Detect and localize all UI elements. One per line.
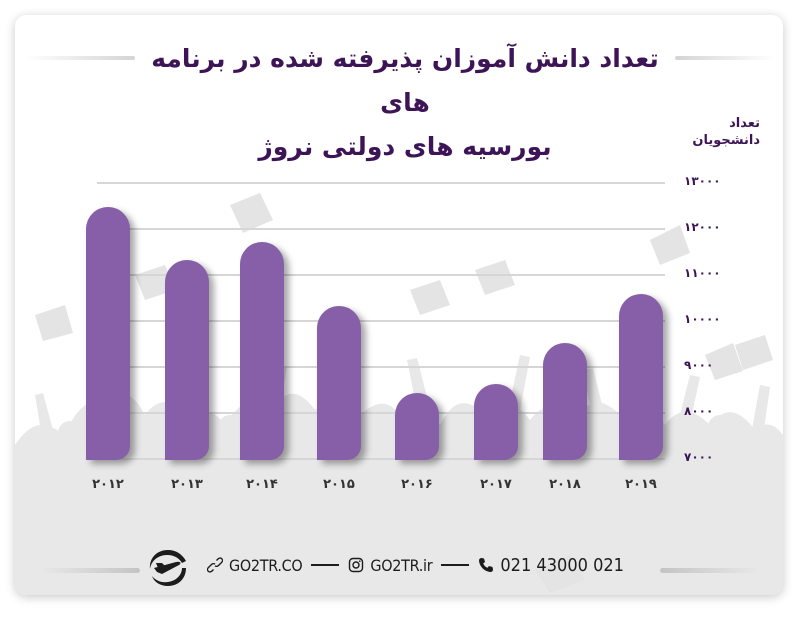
x-tick-label: ۲۰۱۳ [171,477,203,492]
footer-divider-right [660,568,760,573]
gridline-8000 [97,412,665,414]
x-tick-label: ۲۰۱۷ [480,477,512,492]
x-tick-label: ۲۰۱۹ [625,477,657,492]
bar-2017 [474,384,518,460]
instagram-text: GO2TR.ir [370,555,433,575]
chart-title-line-2: بورسیه های دولتی نروژ [258,132,552,161]
title-divider-right [675,56,775,60]
bar-2019 [619,294,663,460]
instagram-icon [349,557,364,573]
logo-plane-icon [149,550,186,586]
website-link[interactable]: GO2TR.CO [207,555,303,575]
title-divider-left [25,56,135,60]
x-tick-label: ۲۰۱۶ [401,477,433,492]
y-tick-label: ۱۱۰۰۰ [684,266,721,280]
gridline-10000 [97,320,665,322]
y-tick-label: ۷۰۰۰ [684,450,714,464]
gridline-9000 [97,366,665,368]
y-axis-title-line-1: تعداد [729,116,760,131]
y-axis-title-line-2: دانشجویان [692,133,760,148]
x-tick-label: ۲۰۱۸ [549,477,581,492]
footer-separator [441,564,470,566]
plot-area: ۱۳۰۰۰ ۱۲۰۰۰ ۱۱۰۰۰ ۱۰۰۰۰ ۹۰۰۰ ۸۰۰۰ ۷۰۰۰ ۲… [15,15,783,595]
chart-title: تعداد دانش آموزان پذیرفته شده در برنامه … [125,37,685,169]
gridline-7000 [97,458,665,460]
footer-contact-bar: GO2TR.CO GO2TR.ir 021 43000 021 [15,543,783,587]
footer-divider-left [40,568,140,573]
y-tick-label: ۱۳۰۰۰ [684,174,721,188]
bar-2018 [543,342,587,460]
phone-link[interactable]: 021 43000 021 [478,555,624,576]
link-icon [207,557,223,573]
bar-2015 [317,305,361,460]
website-text: GO2TR.CO [229,555,303,575]
bar-2014 [240,241,284,460]
bar-2013 [165,259,209,460]
gridline-12000 [97,228,665,230]
gridline-13000 [97,182,665,184]
phone-icon [479,558,494,572]
chart-title-line-1: تعداد دانش آموزان پذیرفته شده در برنامه … [151,44,659,117]
bar-2012 [86,207,130,460]
instagram-link[interactable]: GO2TR.ir [348,555,433,575]
gridline-11000 [97,274,665,276]
y-tick-label: ۱۲۰۰۰ [684,220,721,234]
x-tick-label: ۲۰۱۴ [246,477,278,492]
footer-links: GO2TR.CO GO2TR.ir 021 43000 021 [207,553,624,577]
y-axis-title: تعداد دانشجویان [670,115,760,149]
x-tick-label: ۲۰۱۵ [323,477,355,492]
chart-card: تعداد دانش آموزان پذیرفته شده در برنامه … [15,15,783,595]
y-tick-label: ۸۰۰۰ [684,404,714,418]
bar-2016 [395,393,439,460]
y-tick-label: ۹۰۰۰ [684,358,714,372]
phone-text: 021 43000 021 [500,554,624,576]
footer-separator [311,564,340,566]
y-tick-label: ۱۰۰۰۰ [684,312,721,326]
x-tick-label: ۲۰۱۲ [92,477,124,492]
